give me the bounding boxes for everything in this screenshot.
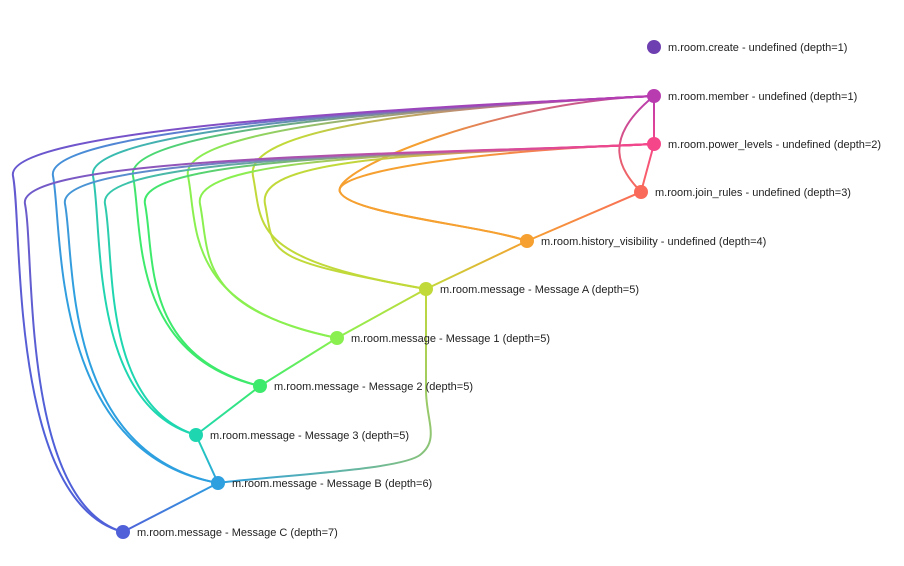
node-history_visibility[interactable]: m.room.history_visibility - undefined (d… xyxy=(520,234,766,248)
edge-msgA-to-msg1 xyxy=(336,288,427,339)
node-circle[interactable] xyxy=(647,89,661,103)
node-label: m.room.message - Message B (depth=6) xyxy=(232,478,432,490)
edge-msgB-to-msgC xyxy=(122,482,219,533)
node-label: m.room.message - Message 2 (depth=5) xyxy=(274,381,473,393)
node-circle[interactable] xyxy=(330,331,344,345)
edge-power_levels-to-msgC xyxy=(23,143,655,533)
node-label: m.room.member - undefined (depth=1) xyxy=(668,91,857,103)
edge-power_levels-to-join_rules xyxy=(640,143,655,193)
node-label: m.room.message - Message A (depth=5) xyxy=(440,284,639,296)
nodes: m.room.create - undefined (depth=1) m.roo… xyxy=(116,40,881,539)
node-circle[interactable] xyxy=(189,428,203,442)
node-create[interactable]: m.room.create - undefined (depth=1) xyxy=(647,40,847,54)
edge-msg1-to-msg2 xyxy=(259,337,338,387)
node-msgB[interactable]: m.room.message - Message B (depth=6) xyxy=(211,476,432,490)
node-circle[interactable] xyxy=(419,282,433,296)
edge-member-to-join_rules xyxy=(618,95,655,193)
node-msgC[interactable]: m.room.message - Message C (depth=7) xyxy=(116,525,338,539)
node-member[interactable]: m.room.member - undefined (depth=1) xyxy=(647,89,857,103)
node-label: m.room.message - Message 3 (depth=5) xyxy=(210,430,409,442)
edge-join_rules-to-history_visibility xyxy=(526,191,642,242)
node-circle[interactable] xyxy=(647,137,661,151)
node-circle[interactable] xyxy=(116,525,130,539)
node-circle[interactable] xyxy=(520,234,534,248)
node-msg3[interactable]: m.room.message - Message 3 (depth=5) xyxy=(189,428,409,442)
node-circle[interactable] xyxy=(211,476,225,490)
node-msgA[interactable]: m.room.message - Message A (depth=5) xyxy=(419,282,639,296)
edge-msg2-to-msg3 xyxy=(195,385,261,436)
node-label: m.room.message - Message 1 (depth=5) xyxy=(351,333,550,345)
node-msg2[interactable]: m.room.message - Message 2 (depth=5) xyxy=(253,379,473,393)
node-label: m.room.create - undefined (depth=1) xyxy=(668,42,847,54)
node-label: m.room.history_visibility - undefined (d… xyxy=(541,236,766,248)
node-join_rules[interactable]: m.room.join_rules - undefined (depth=3) xyxy=(634,185,851,199)
node-label: m.room.join_rules - undefined (depth=3) xyxy=(655,187,851,199)
edge-history_visibility-to-msgA xyxy=(425,240,528,290)
edge-member-to-msgC xyxy=(11,95,655,533)
edge-msgA-to-msgB xyxy=(217,289,432,484)
node-power_levels[interactable]: m.room.power_levels - undefined (depth=2… xyxy=(647,137,881,151)
node-circle[interactable] xyxy=(253,379,267,393)
edges xyxy=(11,95,655,533)
edge-msg3-to-msgB xyxy=(195,434,219,484)
node-label: m.room.power_levels - undefined (depth=2… xyxy=(668,139,881,151)
node-label: m.room.message - Message C (depth=7) xyxy=(137,527,338,539)
edge-member-to-history_visibility xyxy=(338,95,655,242)
edge-power_levels-to-msgA xyxy=(263,143,655,290)
node-circle[interactable] xyxy=(647,40,661,54)
node-circle[interactable] xyxy=(634,185,648,199)
node-msg1[interactable]: m.room.message - Message 1 (depth=5) xyxy=(330,331,550,345)
